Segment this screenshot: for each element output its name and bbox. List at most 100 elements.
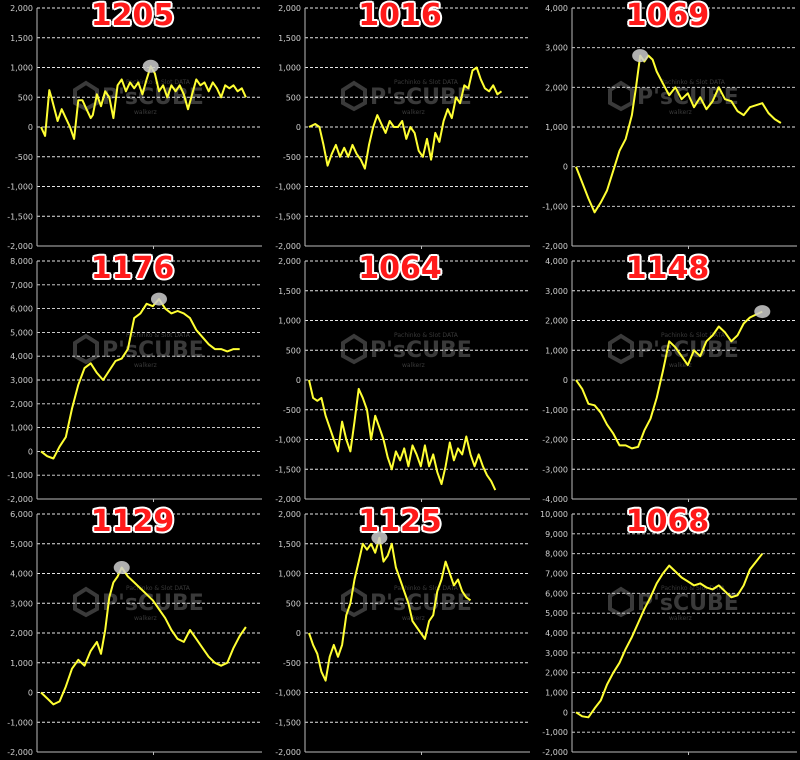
y-tick-label: 0	[28, 689, 33, 698]
y-tick-label: 1,000	[10, 64, 33, 73]
series-line	[308, 66, 502, 170]
y-tick-label: 0	[563, 163, 568, 172]
y-tick-label: 2,000	[10, 4, 33, 13]
svg-text:Pachinko & Slot DATA: Pachinko & Slot DATA	[394, 585, 459, 592]
chart-title: 1176	[90, 251, 175, 286]
chart-title: 1148	[625, 251, 710, 286]
y-tick-label: 2,000	[278, 4, 301, 13]
y-tick-label: 1,500	[278, 540, 301, 549]
y-tick-label: 0	[295, 123, 300, 132]
y-tick-label: 1,000	[545, 689, 568, 698]
svg-text:Pachinko & Slot DATA: Pachinko & Slot DATA	[661, 585, 726, 592]
y-tick-label: -1,000	[275, 183, 301, 192]
y-tick-label: 0	[563, 376, 568, 385]
y-tick-label: -2,000	[275, 748, 301, 756]
y-tick-label: 5,000	[545, 609, 568, 618]
y-tick-label: 500	[285, 346, 300, 355]
svg-text:Pachinko & Slot DATA: Pachinko & Slot DATA	[394, 332, 459, 339]
y-tick-label: -2,000	[275, 495, 301, 503]
chart-panel-7: P'sCUBE Pachinko & Slot DATA walkerz 6,000 5…	[0, 504, 265, 756]
y-tick-label: -1,500	[275, 212, 301, 221]
chart-panel-1: P'sCUBE Pachinko & Slot DATA walkerz 2,000 1…	[0, 0, 265, 250]
y-tick-label: 8,000	[10, 257, 33, 266]
y-tick-label: 0	[28, 123, 33, 132]
y-tick-label: -500	[282, 153, 300, 162]
y-tick-label: 2,000	[10, 629, 33, 638]
y-tick-label: -1,000	[7, 471, 33, 480]
y-tick-label: -500	[282, 659, 300, 668]
y-tick-label: -2,000	[7, 495, 33, 503]
chart-title: 1129	[90, 504, 175, 539]
y-tick-label: 2,000	[278, 510, 301, 519]
y-tick-label: 500	[18, 93, 33, 102]
peak-marker	[370, 531, 387, 545]
y-tick-label: -1,500	[7, 212, 33, 221]
y-tick-label: 1,000	[278, 570, 301, 579]
svg-text:Pachinko & Slot DATA: Pachinko & Slot DATA	[661, 332, 726, 339]
svg-text:walkerz: walkerz	[134, 109, 157, 116]
y-tick-label: -1,000	[275, 436, 301, 445]
y-tick-label: -1,000	[542, 406, 568, 415]
y-tick-label: 2,000	[278, 257, 301, 266]
chart-title: 1069	[625, 0, 710, 33]
series-line	[307, 536, 471, 682]
y-tick-label: 2,000	[545, 669, 568, 678]
y-tick-label: -2,000	[542, 748, 568, 756]
chart-title: 1205	[90, 0, 175, 33]
y-tick-label: 4,000	[545, 257, 568, 266]
y-tick-label: 2,000	[545, 83, 568, 92]
y-tick-label: 1,500	[10, 34, 33, 43]
y-tick-label: -2,000	[7, 242, 33, 250]
y-tick-label: -500	[282, 406, 300, 415]
y-tick-label: 1,000	[10, 424, 33, 433]
chart-title: 1068	[625, 504, 710, 539]
peak-marker	[113, 561, 130, 575]
y-tick-label: 2,000	[545, 317, 568, 326]
y-tick-label: 1,500	[278, 34, 301, 43]
svg-text:walkerz: walkerz	[134, 362, 157, 369]
y-tick-label: 3,000	[545, 649, 568, 658]
series-line	[40, 298, 240, 460]
y-tick-label: 500	[285, 93, 300, 102]
chart-panel-2: P'sCUBE Pachinko & Slot DATA walkerz 2,000 1…	[267, 0, 533, 250]
y-tick-label: 2,000	[10, 400, 33, 409]
chart-panel-5: P'sCUBE Pachinko & Slot DATA walkerz 2,000 1…	[267, 251, 533, 503]
y-tick-label: 0	[295, 629, 300, 638]
series-line	[575, 553, 764, 719]
svg-text:P'sCUBE: P'sCUBE	[637, 591, 739, 616]
y-tick-label: 0	[28, 447, 33, 456]
y-tick-label: -2,000	[7, 748, 33, 756]
y-tick-label: 10,000	[540, 510, 568, 519]
y-tick-label: 1,000	[278, 317, 301, 326]
y-tick-label: 1,000	[10, 659, 33, 668]
chart-panel-9: P'sCUBE Pachinko & Slot DATA walkerz 10,000…	[535, 504, 800, 756]
series-line	[575, 54, 782, 214]
series-line	[40, 65, 247, 140]
svg-text:walkerz: walkerz	[669, 109, 692, 116]
svg-text:walkerz: walkerz	[402, 615, 425, 622]
svg-text:walkerz: walkerz	[669, 615, 692, 622]
peak-marker	[632, 49, 649, 63]
chart-panel-8: P'sCUBE Pachinko & Slot DATA walkerz 2,000 1…	[267, 504, 533, 756]
y-tick-label: -1,000	[275, 689, 301, 698]
y-tick-label: 0	[295, 376, 300, 385]
y-tick-label: 7,000	[10, 281, 33, 290]
series-line	[307, 379, 496, 491]
chart-title: 1064	[358, 251, 442, 286]
y-tick-label: 0	[563, 708, 568, 717]
y-tick-label: -1,000	[542, 202, 568, 211]
y-tick-label: 1,500	[278, 287, 301, 296]
y-tick-label: -1,000	[7, 718, 33, 727]
svg-text:Pachinko & Slot DATA: Pachinko & Slot DATA	[394, 79, 459, 86]
y-tick-label: 5,000	[10, 328, 33, 337]
y-tick-label: 3,000	[10, 599, 33, 608]
chart-title: 1016	[358, 0, 442, 33]
